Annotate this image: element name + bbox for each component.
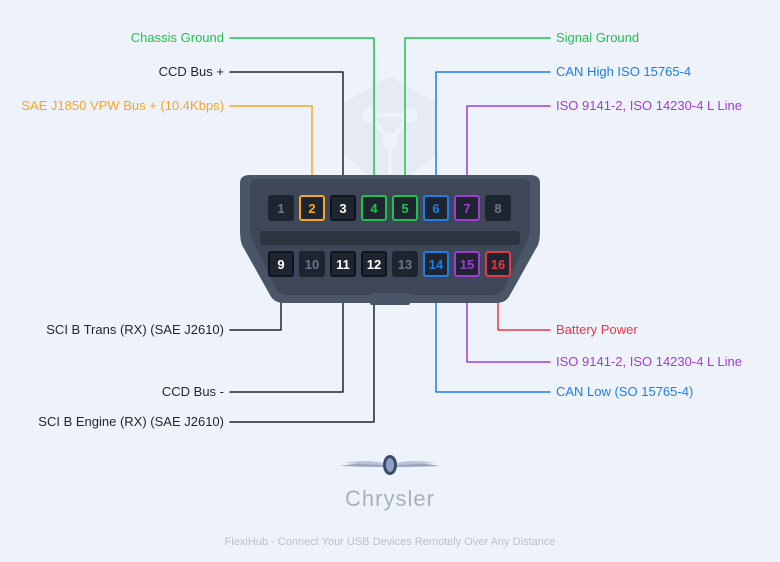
label-pin-16: Battery Power [556,322,638,337]
pin-1: 1 [268,195,294,221]
label-pin-3: CCD Bus + [159,64,224,79]
pin-6: 6 [423,195,449,221]
pin-2: 2 [299,195,325,221]
pin-3: 3 [330,195,356,221]
pin-14: 14 [423,251,449,277]
pin-row-bottom: 910111213141516 [268,251,511,277]
label-pin-7: ISO 9141-2, ISO 14230-4 L Line [556,98,742,113]
label-pin-9: SCI B Trans (RX) (SAE J2610) [46,322,224,337]
label-pin-14: CAN Low (SO 15765-4) [556,384,693,399]
label-pin-15: ISO 9141-2, ISO 14230-4 L Line [556,354,742,369]
pin-7: 7 [454,195,480,221]
pin-16: 16 [485,251,511,277]
label-pin-11: CCD Bus - [162,384,224,399]
obd-connector: 12345678 910111213141516 [230,175,550,310]
pin-8: 8 [485,195,511,221]
pin-13: 13 [392,251,418,277]
pin-11: 11 [330,251,356,277]
brand-wings-icon [335,453,445,477]
pin-15: 15 [454,251,480,277]
brand-name: Chrysler [335,486,445,512]
pin-12: 12 [361,251,387,277]
brand-block: Chrysler [335,453,445,512]
pin-9: 9 [268,251,294,277]
pin-5: 5 [392,195,418,221]
footer-text: FlexiHub - Connect Your USB Devices Remo… [225,536,556,548]
pin-4: 4 [361,195,387,221]
label-pin-5: Signal Ground [556,30,639,45]
label-pin-4: Chassis Ground [131,30,224,45]
label-pin-2: SAE J1850 VPW Bus + (10.4Kbps) [21,98,224,113]
label-pin-6: CAN High ISO 15765-4 [556,64,691,79]
label-pin-12: SCI B Engine (RX) (SAE J2610) [38,414,224,429]
pin-10: 10 [299,251,325,277]
pin-row-top: 12345678 [268,195,511,221]
